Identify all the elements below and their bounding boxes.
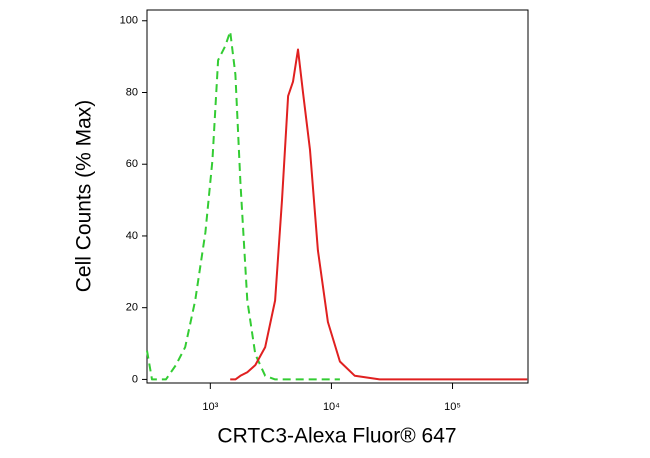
y-tick-label: 0 (132, 373, 138, 385)
x-tick-label: 10⁴ (323, 401, 340, 413)
y-tick-label: 60 (126, 158, 138, 170)
y-axis-title: Cell Counts (% Max) (73, 100, 96, 293)
x-tick-label: 10³ (202, 401, 218, 413)
y-tick-label: 40 (126, 230, 138, 242)
y-tick-label: 100 (120, 15, 138, 27)
series-line (146, 30, 340, 381)
x-axis-title: CRTC3-Alexa Fluor® 647 (217, 425, 456, 448)
x-tick-label: 10⁵ (444, 401, 461, 413)
series-line (230, 48, 528, 381)
y-tick-label: 20 (126, 302, 138, 314)
plot-frame (146, 9, 529, 384)
y-tick-label: 80 (126, 86, 138, 98)
